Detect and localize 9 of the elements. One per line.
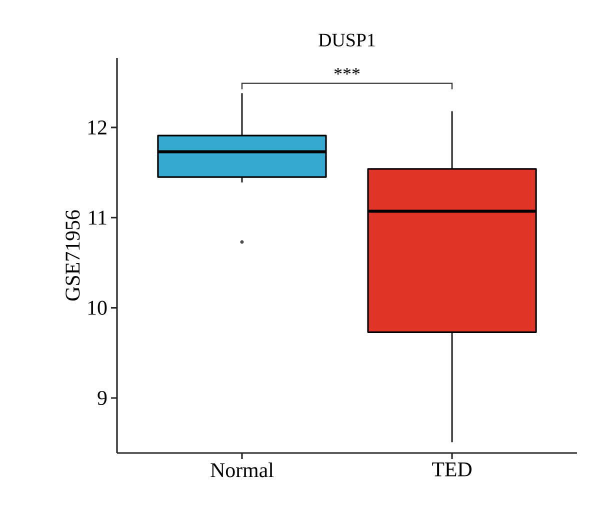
annotation: *** xyxy=(334,68,360,75)
x-tick-label: Normal xyxy=(210,462,274,478)
y-tick-label: 12 xyxy=(88,120,106,134)
x-tick-label: TED xyxy=(432,462,472,476)
y-tick-label: 9 xyxy=(98,390,107,406)
y-tick-label: 11 xyxy=(89,210,106,225)
y-axis-title: GSE71956 xyxy=(66,210,80,301)
y-tick-label: 10 xyxy=(88,300,107,315)
chart-title: DUSP1 xyxy=(318,34,375,46)
